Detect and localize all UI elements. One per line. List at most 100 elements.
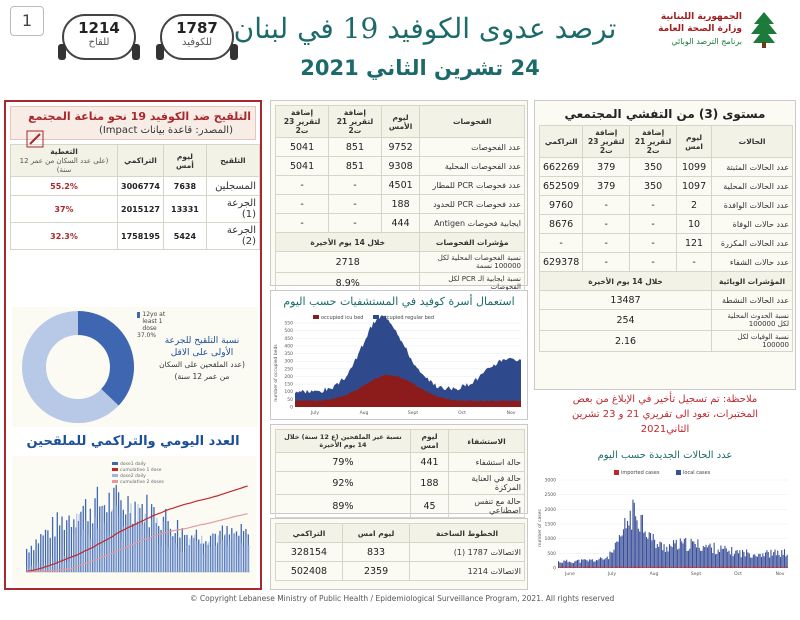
imported-cases-bar	[739, 567, 741, 568]
yesterday-value: 5424	[162, 222, 207, 250]
daily-dose1-bar	[146, 494, 148, 572]
row-label: عدد الحالات الوافدة	[711, 195, 793, 215]
imported-cases-bar	[635, 566, 637, 568]
imported-cases-bar	[659, 566, 661, 568]
imported-cases-bar	[601, 567, 603, 568]
cell-value: 441	[409, 452, 450, 472]
daily-dose2-bar	[149, 538, 151, 572]
table-row: الاتصالات 1787 (1) 833 328154	[275, 542, 525, 562]
daily-dose1-bar	[198, 539, 200, 572]
daily-dose1-bar	[44, 529, 47, 572]
imported-cases-bar	[679, 567, 681, 568]
daily-dose1-bar	[247, 534, 249, 572]
cell-value: 379	[582, 176, 631, 196]
daily-dose1-bar	[233, 533, 235, 572]
daily-legend: dose1 daily cumulative 1 dose dose2 dail…	[112, 461, 164, 485]
imported-cases-bar	[590, 566, 592, 568]
daily-dose1-bar	[89, 508, 91, 572]
daily-dose2-bar	[215, 545, 217, 572]
cell-value: -	[274, 194, 330, 214]
daily-dose1-bar	[26, 548, 28, 572]
table-row: الجرعة (2) 5424 1758195 32.3%	[9, 222, 261, 250]
legend-label: cumulative 1 dose	[120, 467, 162, 473]
imported-cases-bar	[701, 566, 703, 568]
donut-legend-label: 12yo at least 1 dose	[142, 311, 166, 332]
local-cases-bar	[632, 499, 634, 568]
daily-dose2-bar	[76, 513, 78, 572]
cell-value: -	[582, 252, 631, 272]
daily-dose2-bar	[165, 543, 167, 572]
legend-label: occupied icu bed	[321, 315, 363, 321]
cell-value: 379	[582, 157, 631, 177]
hotlines-panel: الخطوط الساخنة ليوم امس التراكمي الاتصال…	[270, 518, 528, 590]
daily-dose1-bar	[191, 535, 193, 572]
local-cases-bar	[783, 549, 786, 568]
row-label: عدد الحالات النشطة	[711, 290, 793, 310]
indicators-header-row: المؤشرات الوبائية خلال 14 يوم الأخيرة	[538, 271, 793, 291]
daily-dose2-bar	[182, 551, 184, 572]
imported-cases-bar	[694, 567, 696, 568]
y-tick-label: 3000	[545, 478, 557, 484]
daily-dose1-bar	[150, 504, 153, 572]
local-cases-bar	[616, 541, 618, 568]
imported-cases-bar	[637, 566, 639, 568]
cell-value: 13487	[538, 290, 713, 310]
imported-cases-bar	[691, 567, 694, 568]
x-tick-label: Sept	[691, 571, 701, 577]
daily-dose1-bar	[158, 526, 160, 572]
cell-value: 444	[380, 213, 421, 233]
syringe-icon	[26, 130, 44, 148]
row-label: نسبة الفحوصات المحلية لكل 100000 نسمة	[419, 251, 525, 273]
imported-cases-bar	[769, 566, 771, 568]
imported-cases-bar	[774, 567, 776, 568]
imported-cases-bar	[760, 566, 763, 568]
local-cases-bar	[773, 552, 775, 568]
table-row: عدد الحالات الوافدة 2- -9760	[538, 195, 793, 215]
daily-dose2-bar	[184, 551, 186, 572]
imported-cases-bar	[670, 566, 672, 568]
donut-caption-line: من عمر 12 سنة)	[174, 372, 230, 381]
daily-dose1-bar	[127, 495, 129, 572]
local-cases-bar	[765, 552, 767, 568]
x-tick-label: Aug	[650, 571, 659, 577]
imported-cases-bar	[629, 567, 631, 568]
local-cases-bar	[673, 540, 675, 568]
daily-dose2-bar	[135, 524, 137, 572]
daily-dose1-bar	[51, 517, 54, 572]
local-cases-bar	[667, 551, 669, 568]
daily-dose1-bar	[28, 552, 30, 572]
coverage-title: التغطية	[50, 147, 78, 156]
cell-value: 45	[409, 494, 450, 518]
x-tick-label: July	[310, 410, 319, 416]
cases-title: مستوى (3) من التفشي المجتمعي	[564, 107, 766, 121]
yesterday-value: 7638	[162, 176, 207, 196]
local-cases-bar	[700, 550, 702, 568]
daily-dose2-bar	[29, 567, 31, 572]
table-row: نسبة الوفيات لكل 100000 2.16	[538, 330, 793, 352]
daily-dose2-bar	[238, 553, 240, 572]
daily-dose1-bar	[80, 511, 82, 572]
local-cases-bar	[717, 549, 719, 568]
cell-value: 188	[409, 471, 450, 495]
col-header-hospitalization: الاستشفاء	[448, 429, 525, 453]
imported-cases-bar	[733, 567, 735, 568]
daily-dose2-bar	[102, 507, 104, 572]
table-row: نسبة الحدوث المحلية لكل 100000 254	[538, 309, 793, 331]
imported-cases-bar	[682, 566, 684, 568]
imported-cases-bar	[720, 566, 722, 568]
local-cases-bar	[559, 562, 561, 568]
daily-dose1-bar	[77, 520, 80, 572]
imported-cases-bar	[627, 567, 629, 568]
local-cases-bar	[770, 549, 772, 568]
daily-dose2-bar	[187, 545, 189, 572]
imported-cases-bar	[714, 567, 717, 568]
daily-dose1-bar	[59, 525, 61, 572]
daily-dose2-bar	[191, 538, 193, 572]
daily-dose1-bar	[148, 527, 150, 572]
imported-cases-bar	[602, 566, 604, 568]
local-cases-bar	[633, 502, 635, 568]
daily-dose1-bar	[40, 534, 42, 572]
local-cases-bar	[566, 559, 568, 568]
imported-cases-bar	[765, 567, 767, 568]
local-cases-bar	[733, 553, 735, 568]
